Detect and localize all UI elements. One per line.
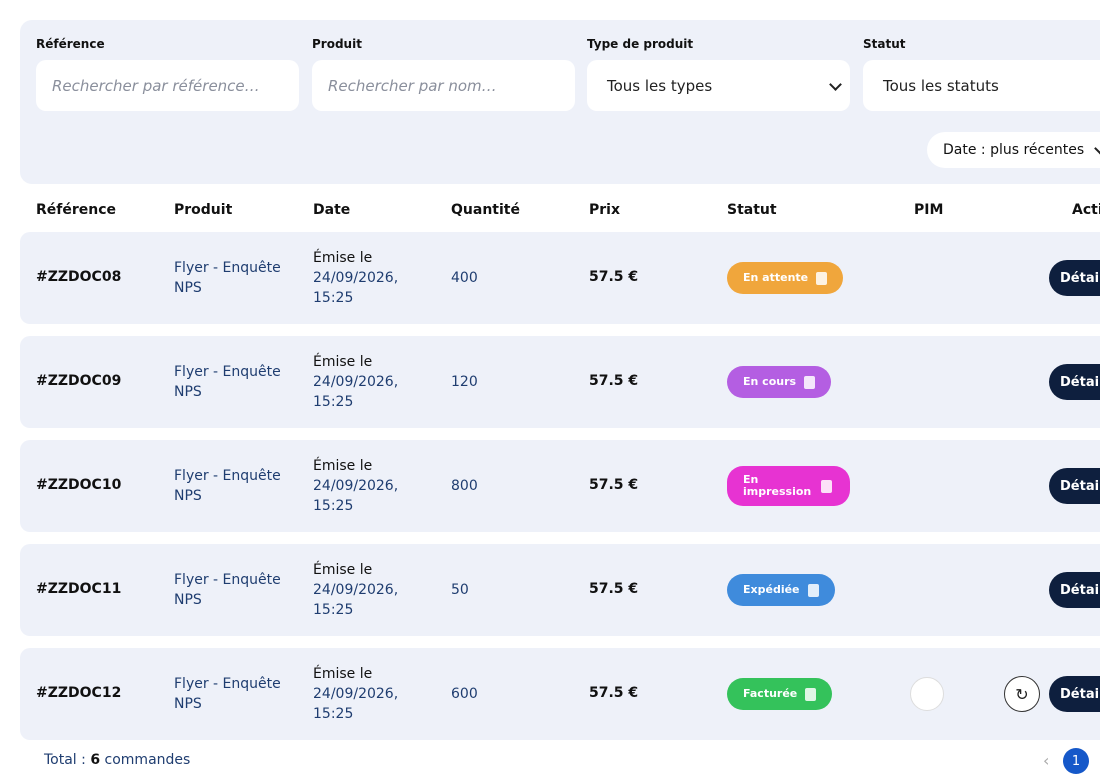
status-label: Facturée [743,687,798,700]
date-prefix: Émise le [313,562,373,578]
filter-input[interactable]: Tous les statuts [863,60,1100,111]
date: Émise le 24/09/2026, 15:25 [313,456,423,516]
status-badge: En impression [727,466,850,506]
product[interactable]: Flyer - Enquête NPS [174,676,281,712]
column-header: Statut [727,202,777,218]
date-prefix: Émise le [313,354,373,370]
status-badge: En cours [727,366,832,398]
status-label: En impression [743,473,812,498]
status-badge: Facturée [727,678,833,710]
column-header: Prix [589,202,620,218]
filter-input[interactable]: Rechercher par référence… [36,60,299,111]
product[interactable]: Flyer - Enquête NPS [174,364,281,400]
column-header: Référence [36,202,117,218]
product[interactable]: Flyer - Enquête NPS [174,260,281,296]
details-button[interactable]: Détails [1049,468,1100,504]
reference: #ZZDOC09 [36,373,122,389]
status-icon [821,479,832,493]
order-row [20,440,1100,532]
placeholder: Rechercher par référence… [52,76,260,95]
reference: #ZZDOC10 [36,477,122,493]
price: 57.5 € [589,373,639,389]
product[interactable]: Flyer - Enquête NPS [174,468,281,504]
pim-icon [910,677,944,711]
details-button[interactable]: Détails [1049,676,1100,712]
column-header: PIM [914,202,944,218]
quantity: 50 [451,582,469,598]
reload-button[interactable]: ↻ [1004,676,1040,712]
details-button[interactable]: Détails [1049,260,1100,296]
total-suffix: commandes [104,752,191,768]
status-badge: Expédiée [727,574,835,606]
status-icon [807,583,819,597]
order-row [20,232,1100,324]
order-row [20,336,1100,428]
date-prefix: Émise le [313,458,373,474]
date-value: 24/09/2026, 15:25 [313,478,399,514]
chevron [1094,142,1100,155]
date: Émise le 24/09/2026, 15:25 [313,352,423,412]
quantity: 600 [451,686,478,702]
total-count: 6 [90,752,101,768]
reference: #ZZDOC08 [36,269,122,285]
placeholder: Rechercher par nom… [328,76,497,95]
status-badge: En attente [727,262,844,294]
quantity: 120 [451,374,478,390]
filter-label: Statut [863,37,906,51]
select-value: Tous les statuts [883,76,999,95]
status-icon [816,271,828,285]
price: 57.5 € [589,269,639,285]
status-icon [804,375,816,389]
status-label: En attente [743,271,809,284]
filter-input[interactable]: Tous les types [587,60,850,111]
reference: #ZZDOC11 [36,581,122,597]
column-header: Produit [174,202,233,218]
date-value: 24/09/2026, 15:25 [313,270,399,306]
sort-label: Date : plus récentes [943,142,1085,158]
price: 57.5 € [589,581,639,597]
filter-label: Type de produit [587,37,694,51]
date-prefix: Émise le [313,666,373,682]
date-prefix: Émise le [313,250,373,266]
filter-label: Produit [312,37,362,51]
price: 57.5 € [589,685,639,701]
filter-label: Référence [36,37,105,51]
total: Total : 6 commandes [44,752,190,768]
prev-page[interactable]: ‹ [1043,751,1050,770]
order-row [20,544,1100,636]
column-header: Date [313,202,351,218]
product[interactable]: Flyer - Enquête NPS [174,572,281,608]
date: Émise le 24/09/2026, 15:25 [313,248,423,308]
column-header: Actions [1072,202,1100,218]
filter-input[interactable]: Rechercher par nom… [312,60,575,111]
chevron [829,78,842,91]
date-value: 24/09/2026, 15:25 [313,686,399,722]
details-button[interactable]: Détails [1049,364,1100,400]
sort-select[interactable]: Date : plus récentes [927,132,1100,168]
date: Émise le 24/09/2026, 15:25 [313,560,423,620]
select-value: Tous les types [607,76,713,95]
page-button[interactable]: 1 [1063,748,1089,774]
quantity: 400 [451,270,478,286]
status-icon [805,687,817,701]
quantity: 800 [451,478,478,494]
date-value: 24/09/2026, 15:25 [313,374,399,410]
date-value: 24/09/2026, 15:25 [313,582,399,618]
reference: #ZZDOC12 [36,685,122,701]
total-prefix: Total : [44,752,86,768]
status-label: Expédiée [743,583,800,596]
column-header: Quantité [451,202,520,218]
status-label: En cours [743,375,797,388]
details-button[interactable]: Détails [1049,572,1100,608]
date: Émise le 24/09/2026, 15:25 [313,664,423,724]
price: 57.5 € [589,477,639,493]
